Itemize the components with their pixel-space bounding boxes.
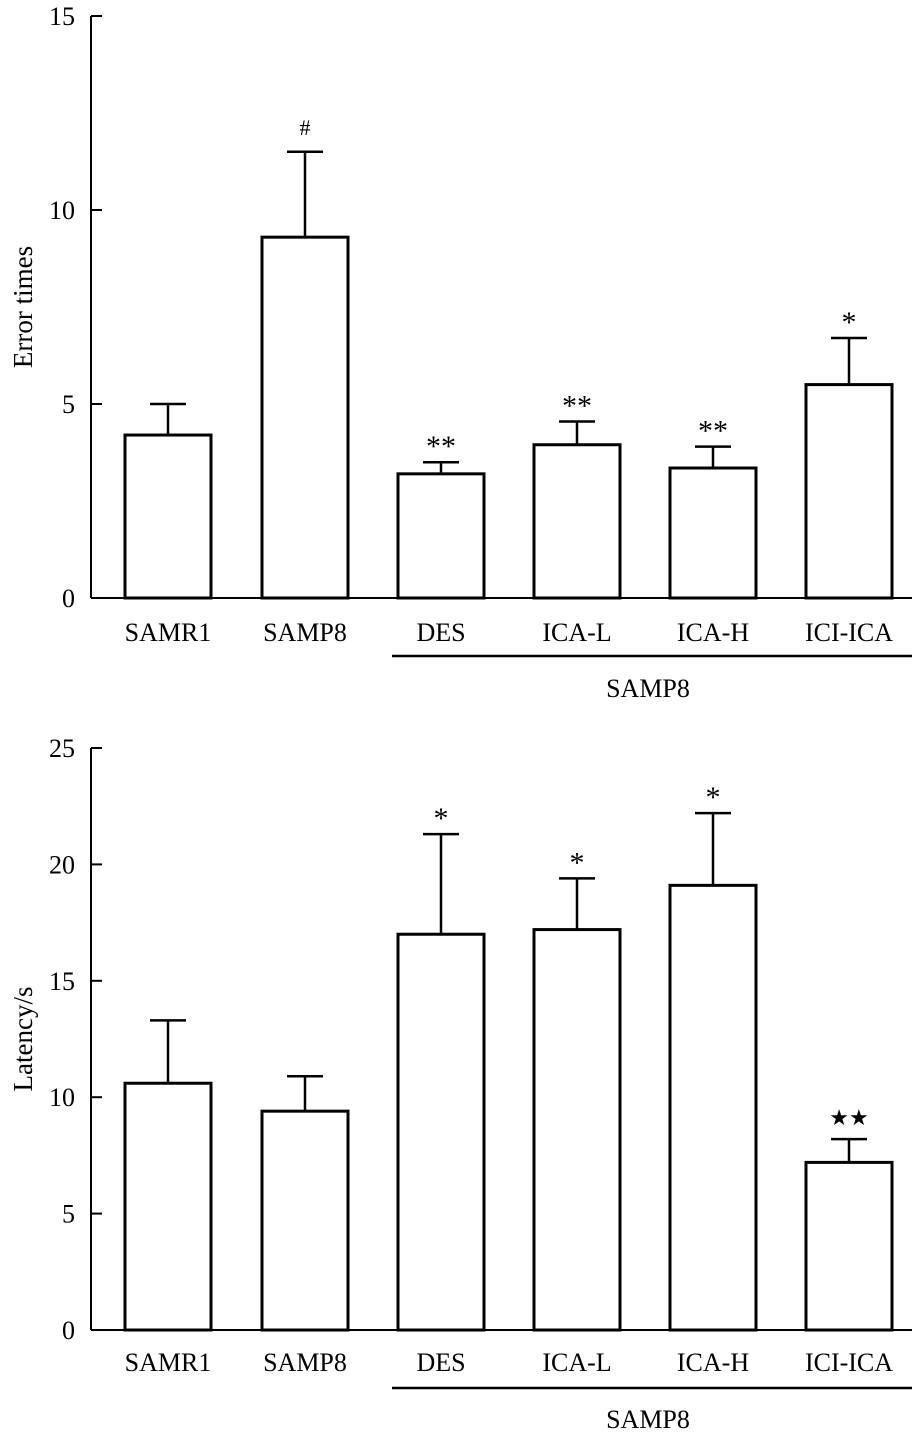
panel1-category-label: ICI-ICA: [805, 618, 893, 647]
panel2-category-label: ICI-ICA: [805, 1348, 893, 1377]
panel2-category-label: SAMP8: [263, 1348, 347, 1377]
panel2-bar-samp8: [260, 1109, 350, 1332]
panel2-significance-marker: *: [434, 802, 449, 835]
panel2-y-axis-label: Latency/s: [8, 987, 38, 1092]
panel1-bar-des: [396, 472, 486, 600]
panel1-bar-samp8: [260, 235, 350, 600]
panel2-y-tick-label: 10: [49, 1083, 75, 1112]
panel2-bar-des: [396, 932, 486, 1332]
panel2-significance-marker: *: [570, 846, 585, 879]
panel1-category-label: SAMR1: [125, 618, 212, 647]
panel2-y-tick-label: 15: [49, 967, 75, 996]
panel1-significance-marker: #: [300, 115, 311, 140]
panel2-bar-samr1: [123, 1081, 213, 1332]
panel1-bar-ici-ica: [804, 383, 894, 600]
panel2-bar-ica-h: [668, 883, 758, 1332]
panel2-bar-ica-l: [532, 928, 622, 1332]
panel2-category-label: ICA-L: [542, 1348, 611, 1377]
panel2-y-tick-label: 25: [49, 734, 75, 763]
panel1-category-label: ICA-H: [677, 618, 749, 647]
panel1-y-tick-label: 15: [49, 2, 75, 31]
panel1-bar-samr1: [123, 433, 213, 600]
panel1-group-label: SAMP8: [606, 674, 690, 703]
panel1-category-label: DES: [416, 618, 465, 647]
panel2-category-label: DES: [416, 1348, 465, 1377]
panel2-category-label: SAMR1: [125, 1348, 212, 1377]
panel1-y-axis-label: Error times: [8, 246, 38, 368]
panel1-significance-marker: *: [842, 306, 857, 339]
panel2-bar-ici-ica: [804, 1160, 894, 1332]
panel1-significance-marker: **: [698, 415, 728, 448]
panel1-category-label: ICA-L: [542, 618, 611, 647]
panel1-y-tick-label: 5: [62, 390, 75, 419]
panel2-y-tick-label: 5: [62, 1200, 75, 1229]
panel2-category-label: ICA-H: [677, 1348, 749, 1377]
panel1-category-label: SAMP8: [263, 618, 347, 647]
panel2-significance-marker: *: [706, 781, 721, 814]
panel1-y-tick-label: 0: [62, 584, 75, 613]
panel1-y-tick-label: 10: [49, 196, 75, 225]
panel1-bar-ica-l: [532, 443, 622, 600]
panel2-significance-marker: ★★: [829, 1105, 868, 1130]
panel1-significance-marker: **: [426, 430, 456, 463]
panel2-group-label: SAMP8: [606, 1405, 690, 1434]
panel2-y-tick-label: 0: [62, 1316, 75, 1345]
panel1-bar-ica-h: [668, 466, 758, 600]
panel1-significance-marker: **: [562, 389, 592, 422]
panel2-y-tick-label: 20: [49, 850, 75, 879]
